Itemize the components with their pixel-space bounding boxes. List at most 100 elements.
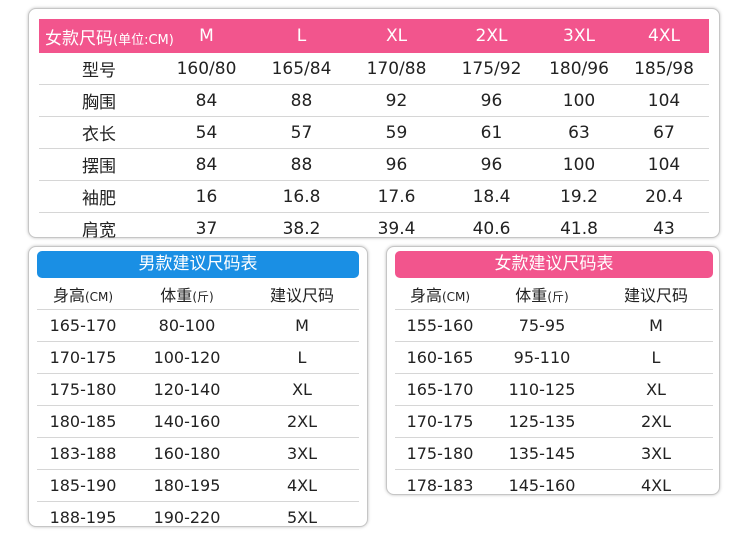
- table-cell: 104: [619, 84, 709, 117]
- table-cell: 92: [349, 84, 444, 117]
- men-size-guide-table: 身高(CM) 体重(斤) 建议尺码 165-170 80-100 M 170-175…: [37, 278, 359, 533]
- table-cell: 43: [653, 218, 675, 239]
- size-header-xl: XL: [349, 19, 444, 53]
- table-header-row: 女款尺码(单位:CM) M L XL 2XL 3XL 4XL: [39, 19, 709, 53]
- row-label: 袖肥: [39, 180, 159, 213]
- row-label: 衣长: [39, 116, 159, 149]
- table-cell: 96: [444, 84, 539, 117]
- table-cell: 170/88: [349, 53, 444, 85]
- col-header-height-unit: (CM): [84, 289, 114, 304]
- size-cell: 5XL: [286, 508, 318, 527]
- table-cell: 39.4: [377, 218, 416, 239]
- table-row: 摆围 84 88 96 96 100 104: [39, 148, 709, 181]
- col-header-weight-unit: (斤): [547, 289, 569, 304]
- size-cell: 2XL: [245, 405, 359, 438]
- height-cell: 178-183: [406, 476, 474, 495]
- size-cell: XL: [599, 373, 713, 406]
- col-header-size: 建议尺码: [599, 278, 713, 310]
- row-label: 胸围: [39, 84, 159, 117]
- table-cell: 96: [444, 148, 539, 181]
- table-row: 衣长 54 57 59 61 63 67: [39, 116, 709, 149]
- table-cell: 104: [619, 148, 709, 181]
- table-cell: 17.6: [349, 180, 444, 213]
- table-row: 183-188 160-180 3XL: [37, 437, 359, 470]
- table-cell: 59: [349, 116, 444, 149]
- height-cell: 175-180: [37, 373, 129, 406]
- table-cell: 16: [159, 180, 254, 213]
- height-cell: 170-175: [37, 341, 129, 374]
- weight-cell: 110-125: [485, 373, 599, 406]
- weight-cell: 145-160: [508, 476, 576, 495]
- weight-cell: 190-220: [153, 508, 221, 527]
- table-cell: 165/84: [254, 53, 349, 85]
- table-row: 肩宽 37 38.2 39.4 40.6 41.8 43: [39, 213, 709, 245]
- table-cell: 54: [159, 116, 254, 149]
- weight-cell: 80-100: [129, 309, 245, 342]
- size-cell: 4XL: [640, 476, 672, 495]
- table-header-row: 身高(CM) 体重(斤) 建议尺码: [37, 278, 359, 310]
- weight-cell: 160-180: [129, 437, 245, 470]
- table-cell: 100: [539, 148, 619, 181]
- table-row: 175-180 135-145 3XL: [395, 437, 713, 470]
- table-row: 165-170 110-125 XL: [395, 373, 713, 406]
- table-cell: 20.4: [619, 180, 709, 213]
- height-cell: 170-175: [395, 405, 485, 438]
- weight-cell: 125-135: [485, 405, 599, 438]
- table-row: 160-165 95-110 L: [395, 341, 713, 374]
- women-size-guide-title: 女款建议尺码表: [395, 251, 713, 278]
- height-cell: 175-180: [395, 437, 485, 470]
- size-cell: L: [245, 341, 359, 374]
- header-title: 女款尺码: [45, 28, 113, 49]
- header-title-cell: 女款尺码(单位:CM): [39, 19, 174, 53]
- col-header-weight: 体重(斤): [129, 278, 245, 310]
- row-label: 型号: [39, 53, 159, 85]
- size-cell: L: [599, 341, 713, 374]
- row-label: 肩宽: [82, 221, 116, 241]
- row-label: 摆围: [39, 148, 159, 181]
- col-header-weight-label: 体重: [160, 285, 193, 305]
- size-header-l: L: [254, 19, 349, 53]
- table-row: 170-175 100-120 L: [37, 341, 359, 374]
- table-cell: 185/98: [619, 53, 709, 85]
- table-cell: 37: [195, 218, 218, 239]
- height-cell: 155-160: [395, 309, 485, 342]
- table-cell: 40.6: [472, 218, 511, 239]
- women-size-spec-card: 女款尺码(单位:CM) M L XL 2XL 3XL 4XL 型号 160/80…: [28, 8, 720, 241]
- col-header-height-label: 身高: [409, 285, 442, 305]
- size-header-3xl: 3XL: [539, 19, 619, 53]
- table-row: 袖肥 16 16.8 17.6 18.4 19.2 20.4: [39, 180, 709, 213]
- table-cell: 19.2: [539, 180, 619, 213]
- table-row: 170-175 125-135 2XL: [395, 405, 713, 438]
- col-header-weight: 体重(斤): [485, 278, 599, 310]
- table-row: 178-183 145-160 4XL: [395, 470, 713, 502]
- table-cell: 18.4: [444, 180, 539, 213]
- size-header-4xl: 4XL: [619, 19, 709, 53]
- size-cell: 2XL: [599, 405, 713, 438]
- men-size-guide-card: 男款建议尺码表 身高(CM) 体重(斤) 建议尺码 165-170 80-100 M…: [28, 246, 368, 527]
- col-header-height-unit: (CM): [441, 289, 471, 304]
- table-row: 155-160 75-95 M: [395, 309, 713, 342]
- height-cell: 160-165: [395, 341, 485, 374]
- women-size-guide-table: 身高(CM) 体重(斤) 建议尺码 155-160 75-95 M 160-165 9…: [395, 278, 713, 501]
- col-header-weight-unit: (斤): [192, 289, 214, 304]
- table-cell: 96: [349, 148, 444, 181]
- weight-cell: 140-160: [129, 405, 245, 438]
- table-cell: 88: [254, 84, 349, 117]
- table-row: 型号 160/80 165/84 170/88 175/92 180/96 18…: [39, 53, 709, 85]
- col-header-size: 建议尺码: [245, 278, 359, 310]
- size-cell: 3XL: [599, 437, 713, 470]
- weight-cell: 100-120: [129, 341, 245, 374]
- height-cell: 180-185: [37, 405, 129, 438]
- height-cell: 185-190: [37, 469, 129, 502]
- table-cell: 16.8: [254, 180, 349, 213]
- table-row: 188-195 190-220 5XL: [37, 502, 359, 534]
- table-cell: 160/80: [159, 53, 254, 85]
- table-cell: 84: [159, 84, 254, 117]
- weight-cell: 120-140: [129, 373, 245, 406]
- col-header-height: 身高(CM): [37, 278, 129, 310]
- table-cell: 63: [539, 116, 619, 149]
- table-cell: 41.8: [560, 218, 598, 239]
- women-size-spec-table: 女款尺码(单位:CM) M L XL 2XL 3XL 4XL 型号 160/80…: [39, 19, 709, 244]
- size-cell: XL: [245, 373, 359, 406]
- height-cell: 183-188: [37, 437, 129, 470]
